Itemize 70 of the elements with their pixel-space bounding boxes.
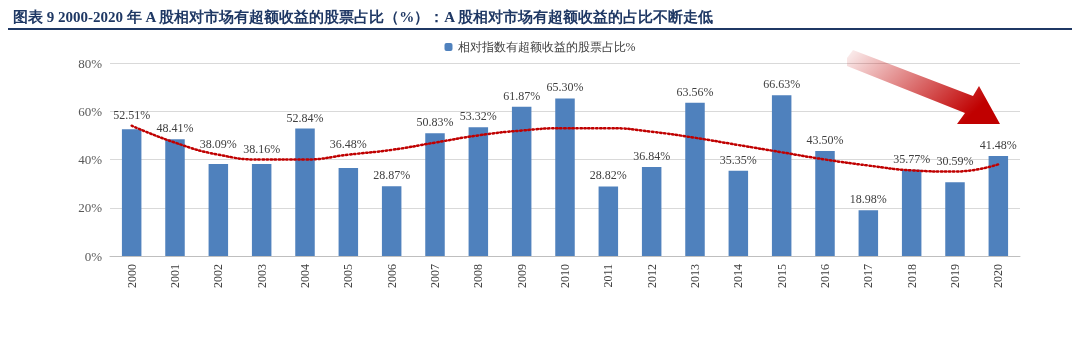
data-label: 52.51% [113, 107, 151, 122]
x-tick-label: 2016 [818, 264, 832, 288]
bar [121, 129, 142, 256]
x-tick-label: 2015 [774, 264, 789, 288]
bar [945, 182, 965, 256]
bar [338, 167, 359, 256]
bar [208, 164, 229, 256]
bar [728, 170, 749, 256]
bar [641, 167, 662, 256]
x-tick-label: 2012 [644, 264, 659, 288]
bar [901, 169, 922, 256]
legend-label: 相对指数有超额收益的股票占比% [457, 40, 636, 54]
y-tick-label: 60% [78, 103, 103, 119]
data-label: 18.98% [849, 192, 887, 207]
x-tick-label: 2007 [428, 264, 442, 288]
x-tick-label: 2000 [124, 264, 139, 288]
data-label: 41.48% [979, 137, 1017, 152]
data-label: 36.48% [329, 136, 367, 151]
x-tick-label: 2002 [211, 264, 226, 288]
data-label: 30.59% [936, 153, 974, 168]
x-tick-label: 2011 [601, 264, 616, 288]
data-label: 38.09% [199, 136, 237, 151]
bar [511, 106, 532, 256]
x-tick-label: 2013 [688, 264, 702, 288]
bar [685, 102, 705, 256]
x-tick-label: 2018 [904, 264, 919, 288]
bar [598, 186, 619, 256]
data-label: 66.63% [763, 77, 801, 92]
y-tick-label: 0% [84, 248, 103, 264]
data-label: 63.56% [676, 84, 714, 99]
x-tick-label: 2008 [471, 264, 486, 288]
data-label: 28.82% [589, 168, 627, 183]
y-tick-label: 80% [78, 55, 103, 71]
data-label: 53.32% [459, 109, 497, 124]
bar [815, 151, 835, 256]
bar [468, 127, 489, 256]
y-tick-label: 40% [78, 152, 103, 167]
data-label: 61.87% [503, 88, 541, 103]
x-tick-label: 2001 [168, 264, 182, 288]
bar [295, 128, 315, 256]
data-label: 48.41% [156, 121, 194, 136]
x-tick-label: 2006 [384, 264, 399, 288]
x-tick-label: 2009 [514, 264, 529, 288]
x-tick-label: 2014 [731, 264, 746, 288]
data-label: 35.35% [719, 152, 757, 167]
data-label: 65.30% [546, 80, 584, 95]
bar [165, 139, 185, 256]
x-tick-label: 2005 [341, 264, 356, 288]
data-label: 28.87% [373, 168, 411, 183]
data-label: 35.77% [893, 152, 931, 167]
x-tick-label: 2020 [991, 264, 1006, 288]
data-label: 52.84% [286, 110, 324, 125]
data-label: 38.16% [243, 141, 281, 156]
bar [771, 95, 792, 256]
bar [251, 163, 272, 256]
x-tick-label: 2010 [558, 264, 572, 288]
bar [858, 210, 879, 256]
chart-title: 图表 9 2000-2020 年 A 股相对市场有超额收益的股票占比（%）：A 股相对市场有超额收益的占比不断走低 [13, 7, 714, 25]
x-tick-label: 2017 [861, 264, 876, 288]
x-tick-label: 2019 [948, 264, 962, 288]
bar [381, 186, 402, 256]
data-label: 36.84% [633, 149, 671, 164]
y-tick-label: 20% [78, 200, 103, 216]
data-label: 43.50% [806, 133, 844, 148]
bar [988, 155, 1009, 256]
x-tick-label: 2004 [298, 264, 312, 288]
data-label: 50.83% [416, 115, 454, 130]
bar [555, 98, 575, 256]
bar [425, 133, 445, 256]
x-tick-label: 2003 [254, 264, 269, 288]
